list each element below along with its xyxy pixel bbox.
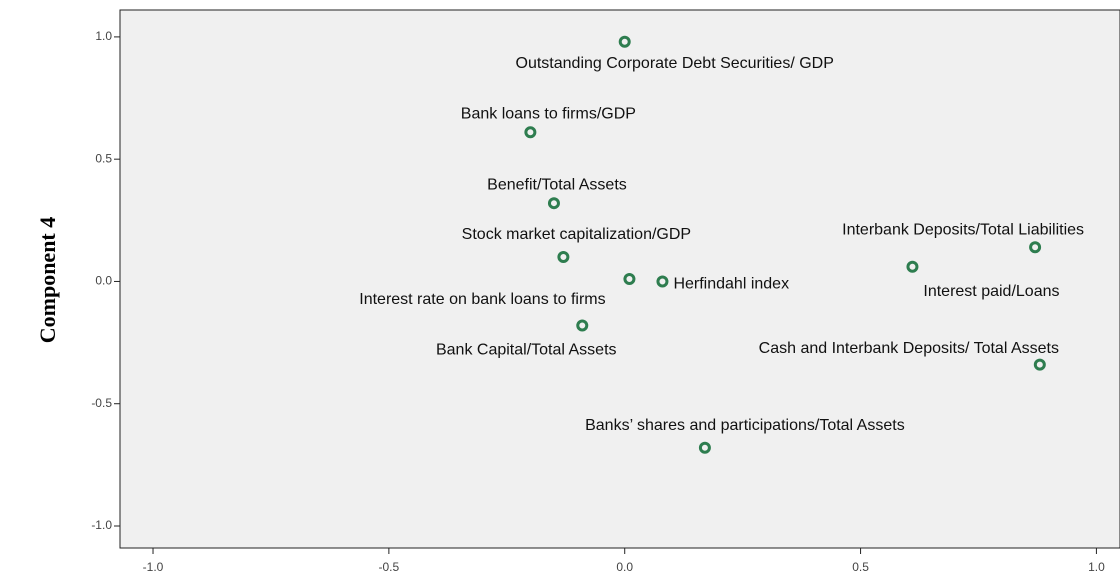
point-label: Cash and Interbank Deposits/ Total Asset…	[759, 340, 1059, 357]
y-tick-label: 0.0	[95, 274, 112, 288]
x-tick-label: -0.5	[379, 560, 400, 574]
point-label: Stock market capitalization/GDP	[462, 226, 691, 243]
point-label: Bank Capital/Total Assets	[436, 342, 617, 359]
y-tick-label: -0.5	[91, 396, 112, 410]
point-label: Interest paid/Loans	[923, 283, 1059, 300]
point-label: Interest rate on bank loans to firms	[359, 291, 605, 308]
point	[618, 35, 631, 48]
point	[656, 275, 669, 288]
point-label: Herfindahl index	[673, 276, 789, 293]
x-tick-label: -1.0	[143, 560, 164, 574]
point-label: Interbank Deposits/Total Liabilities	[842, 221, 1084, 238]
point-label: Outstanding Corporate Debt Securities/ G…	[516, 55, 834, 72]
point-label: Banks’ shares and participations/Total A…	[585, 417, 905, 434]
point	[576, 319, 589, 332]
y-axis-title: Component 4	[35, 217, 60, 344]
point-label: Bank loans to firms/GDP	[461, 105, 636, 122]
point	[1033, 358, 1046, 371]
y-tick-label: 0.5	[95, 151, 112, 165]
point	[557, 250, 570, 263]
point	[906, 260, 919, 273]
y-tick-label: 1.0	[95, 29, 112, 43]
point	[623, 273, 636, 285]
x-tick-label: 0.5	[852, 560, 869, 574]
point	[698, 441, 711, 454]
x-tick-label: 0.0	[616, 560, 633, 574]
plot-area	[119, 9, 1120, 549]
x-tick-label: 1.0	[1088, 560, 1105, 574]
point-label: Benefit/Total Assets	[487, 176, 627, 193]
point	[547, 197, 560, 210]
y-tick-label: -1.0	[91, 518, 112, 532]
point	[1029, 241, 1042, 254]
point	[524, 126, 537, 139]
